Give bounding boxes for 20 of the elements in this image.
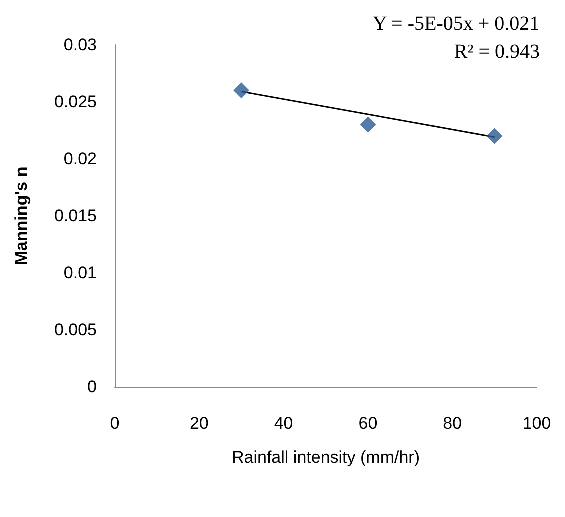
text: Y = -5E-05x + 0.021 (372, 13, 540, 35)
point (360, 116, 376, 133)
x-tick-label: 0 (110, 414, 120, 433)
point (486, 128, 503, 144)
x-tick-label: 40 (274, 414, 294, 433)
x-axis-title: Rainfall intensity (mm/hr) (232, 448, 420, 467)
x-tick-label: 60 (358, 414, 378, 433)
y-axis-title: Manning's n (12, 166, 31, 266)
x-tick-label: 80 (443, 414, 462, 433)
y-tick-label: 0.005 (54, 320, 97, 340)
y-tick-label: 0.01 (64, 264, 97, 282)
y-tick-label: 0.025 (54, 92, 97, 112)
x-tick-label: 100 (522, 414, 552, 433)
y-tick-label: 0.03 (64, 36, 97, 54)
y-tick-label: 0.02 (64, 150, 97, 168)
y-tick-label: 0.015 (54, 206, 97, 226)
y-tick-label: 0 (88, 378, 97, 396)
x-tick-label: 20 (190, 414, 209, 433)
annotation: R² = 0.943 (454, 41, 540, 63)
point (234, 82, 250, 99)
